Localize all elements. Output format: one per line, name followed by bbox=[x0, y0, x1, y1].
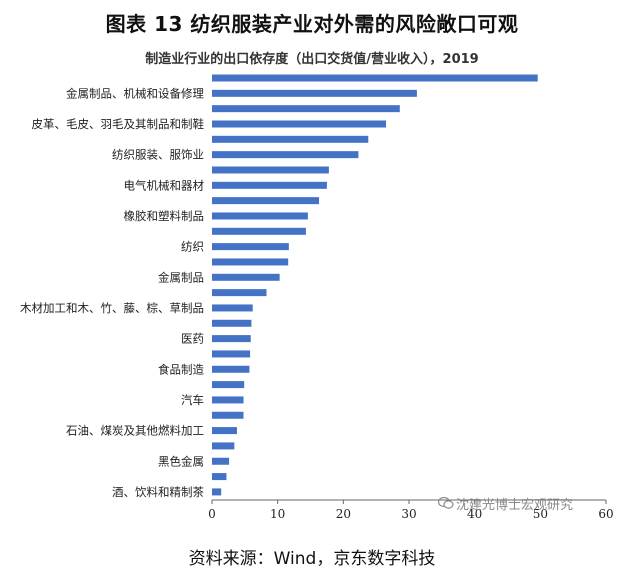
bar bbox=[212, 197, 320, 205]
category-label: 医药 bbox=[181, 332, 204, 346]
bar bbox=[212, 273, 280, 281]
category-label: 金属制品、机械和设备修理 bbox=[66, 86, 204, 100]
bar bbox=[212, 365, 250, 373]
category-label: 纺织服装、服饰业 bbox=[112, 148, 204, 162]
bar bbox=[212, 335, 251, 343]
bar bbox=[212, 350, 251, 358]
bar bbox=[212, 427, 237, 435]
bar bbox=[212, 181, 327, 189]
bar bbox=[212, 457, 230, 465]
watermark-text: 沈建光博士宏观研究 bbox=[456, 498, 574, 513]
bar bbox=[212, 396, 244, 404]
bar bbox=[212, 258, 289, 266]
bar bbox=[212, 289, 267, 297]
figure-title: 图表 13 纺织服装产业对外需的风险敞口可观 bbox=[105, 12, 519, 36]
bar bbox=[212, 227, 306, 235]
bar bbox=[212, 473, 227, 481]
category-labels-layer: 金属制品、机械和设备修理皮革、毛皮、羽毛及其制品和制鞋纺织服装、服饰业电气机械和… bbox=[20, 86, 204, 499]
category-label: 黑色金属 bbox=[158, 454, 204, 468]
category-label: 金属制品 bbox=[158, 270, 204, 284]
bar bbox=[212, 411, 244, 419]
x-tick-label: 40 bbox=[467, 507, 482, 521]
x-tick-label: 30 bbox=[401, 507, 416, 521]
bar bbox=[212, 135, 369, 143]
bar bbox=[212, 105, 400, 113]
watermark: 沈建光博士宏观研究 bbox=[437, 494, 574, 513]
source-note: 资料来源：Wind，京东数字科技 bbox=[188, 549, 436, 569]
x-tick-label: 10 bbox=[270, 507, 285, 521]
bar bbox=[212, 488, 222, 496]
category-label: 食品制造 bbox=[158, 362, 204, 376]
category-label: 橡胶和塑料制品 bbox=[124, 209, 205, 223]
x-tick-label: 20 bbox=[336, 507, 351, 521]
x-tick-label: 60 bbox=[598, 507, 613, 521]
bar bbox=[212, 212, 308, 220]
bars-layer bbox=[212, 74, 538, 496]
category-label: 纺织 bbox=[181, 240, 204, 254]
category-label: 酒、饮料和精制茶 bbox=[112, 485, 204, 499]
bar bbox=[212, 166, 329, 174]
bar bbox=[212, 151, 359, 159]
bar bbox=[212, 304, 253, 312]
category-label: 石油、煤炭及其他燃料加工 bbox=[66, 424, 204, 438]
category-label: 皮革、毛皮、羽毛及其制品和制鞋 bbox=[32, 117, 205, 131]
bar bbox=[212, 89, 417, 97]
wechat-icon bbox=[437, 496, 454, 513]
bar bbox=[212, 120, 387, 128]
category-label: 木材加工和木、竹、藤、棕、草制品 bbox=[20, 301, 204, 315]
chart-title: 制造业行业的出口依存度（出口交货值/营业收入），2019 bbox=[145, 52, 479, 67]
x-tick-label: 0 bbox=[208, 507, 216, 521]
bar bbox=[212, 243, 289, 251]
bar bbox=[212, 442, 235, 450]
category-label: 汽车 bbox=[181, 393, 204, 407]
x-axis: 0 10 20 30 40 50 60 bbox=[208, 499, 614, 521]
bar bbox=[212, 319, 252, 327]
x-tick-label: 50 bbox=[533, 507, 548, 521]
category-label: 电气机械和器材 bbox=[124, 178, 205, 192]
bar bbox=[212, 381, 245, 389]
bar bbox=[212, 74, 538, 82]
